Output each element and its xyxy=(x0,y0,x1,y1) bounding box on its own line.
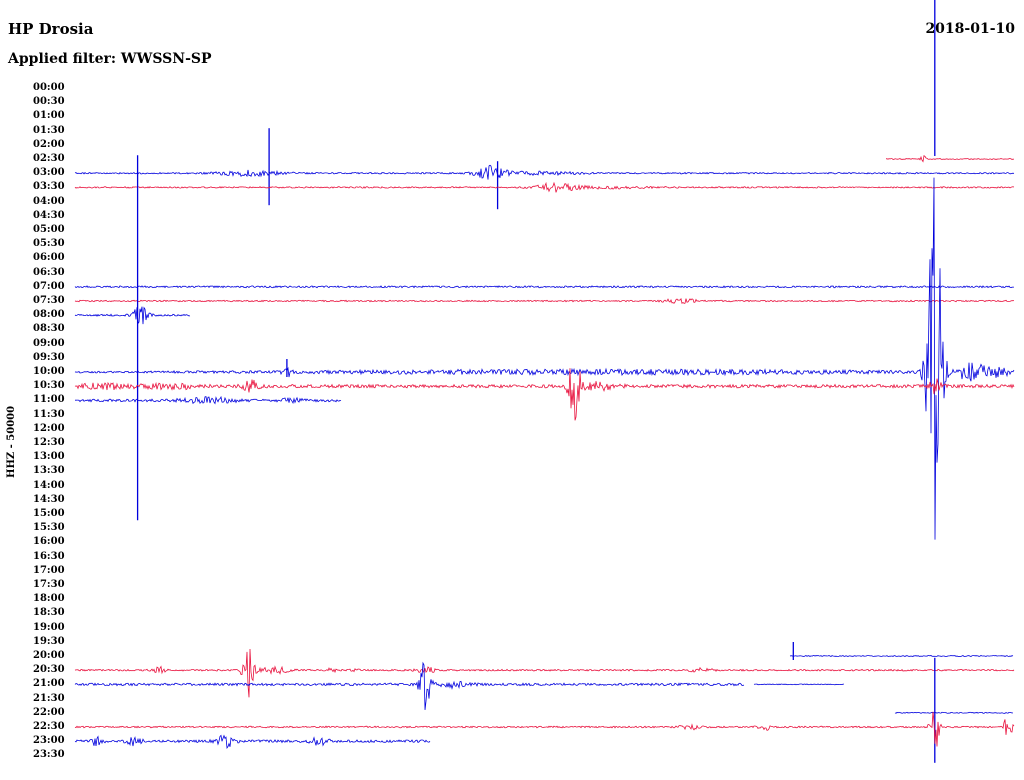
helicorder-screen: HP Drosia 2018-01-10 Applied filter: WWS… xyxy=(6,0,1015,763)
seismogram-canvas xyxy=(74,0,1015,763)
